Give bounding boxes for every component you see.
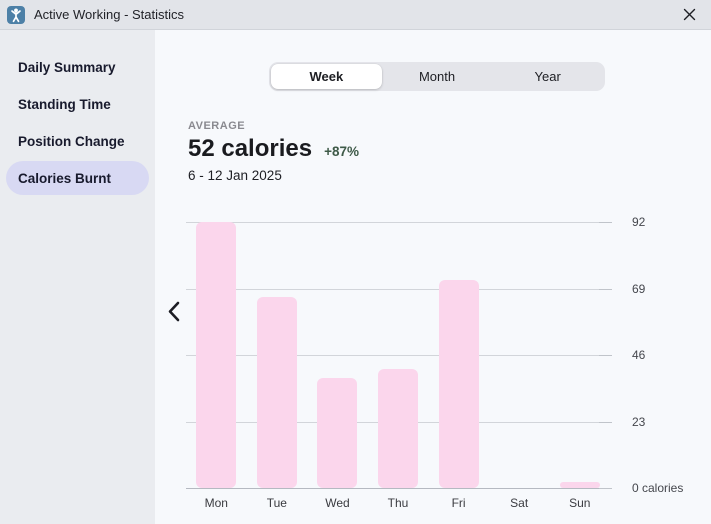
gridline xyxy=(186,288,612,290)
sidebar-item-label: Standing Time xyxy=(18,96,111,112)
window-title: Active Working - Statistics xyxy=(34,7,185,22)
bar-tue xyxy=(256,297,297,488)
sidebar-item-label: Position Change xyxy=(18,133,125,149)
tab-month[interactable]: Month xyxy=(418,69,456,84)
y-tick-label: 46 xyxy=(632,348,646,362)
bar-mon xyxy=(196,222,237,488)
bar-slot-sun xyxy=(549,222,610,488)
bar-chart: Mon Tue Wed Thu Fri Sat Sun 0 calories 23 46 69 92 xyxy=(186,215,706,510)
y-tick-label: 23 xyxy=(632,414,646,429)
bar-slot-mon xyxy=(186,222,247,488)
chevron-left-icon xyxy=(168,301,179,321)
date-range: 6 - 12 Jan 2025 xyxy=(188,168,282,183)
day-label-mon: Mon xyxy=(204,496,228,510)
sidebar-item-label: Daily Summary xyxy=(18,59,116,75)
chart-plot xyxy=(186,222,612,489)
bar-slot-fri xyxy=(428,222,489,488)
time-range-tabs: Week Month Year xyxy=(269,62,605,91)
bar-slot-thu xyxy=(368,222,429,488)
average-caption: AVERAGE xyxy=(188,120,246,132)
y-tick-label: 92 xyxy=(632,215,646,229)
average-value: 52 calories xyxy=(188,135,313,162)
sidebar-item-daily-summary[interactable]: Daily Summary xyxy=(6,50,149,84)
previous-week-button[interactable] xyxy=(160,296,186,326)
gridline xyxy=(186,222,612,223)
main-content: Week Month Year AVERAGE 52 calories +87%… xyxy=(155,30,711,524)
day-label-fri: Fri xyxy=(451,496,466,510)
chart-x-axis: Mon Tue Wed Thu Fri Sat Sun xyxy=(186,496,610,510)
bar-sun xyxy=(559,482,600,488)
tab-week[interactable]: Week xyxy=(271,64,382,89)
day-label-wed: Wed xyxy=(325,496,350,510)
y-tick-label: 0 calories xyxy=(632,481,684,495)
close-button[interactable] xyxy=(679,5,699,25)
gridline xyxy=(186,355,612,356)
bar-wed xyxy=(317,378,358,488)
bar-slot-tue xyxy=(247,222,308,488)
sidebar-item-standing-time[interactable]: Standing Time xyxy=(6,87,149,121)
bar-fri xyxy=(438,279,479,488)
bar-slot-wed xyxy=(307,222,368,488)
y-tick-label: 69 xyxy=(632,281,646,296)
delta-badge: +87% xyxy=(324,144,359,159)
day-label-thu: Thu xyxy=(387,496,409,510)
day-label-sat: Sat xyxy=(510,496,529,510)
average-value-row: 52 calories +87% xyxy=(188,135,359,163)
sidebar-item-position-change[interactable]: Position Change xyxy=(6,124,149,158)
sidebar: Daily Summary Standing Time Position Cha… xyxy=(0,30,155,524)
gridline xyxy=(186,488,612,489)
day-label-sun: Sun xyxy=(569,496,591,510)
bar-slot-sat xyxy=(489,222,550,488)
window-body: Daily Summary Standing Time Position Cha… xyxy=(0,30,711,524)
sidebar-item-label: Calories Burnt xyxy=(18,170,112,186)
summary-block: AVERAGE 52 calories +87% 6 - 12 Jan 2025 xyxy=(188,120,359,183)
day-label-tue: Tue xyxy=(266,496,287,510)
bar-thu xyxy=(378,369,419,488)
sidebar-item-calories-burnt[interactable]: Calories Burnt xyxy=(6,161,149,195)
tab-year[interactable]: Year xyxy=(534,69,561,84)
close-icon xyxy=(683,8,695,21)
titlebar: Active Working - Statistics xyxy=(0,0,711,30)
person-arms-up-icon xyxy=(7,5,25,24)
bars-row xyxy=(186,222,610,488)
